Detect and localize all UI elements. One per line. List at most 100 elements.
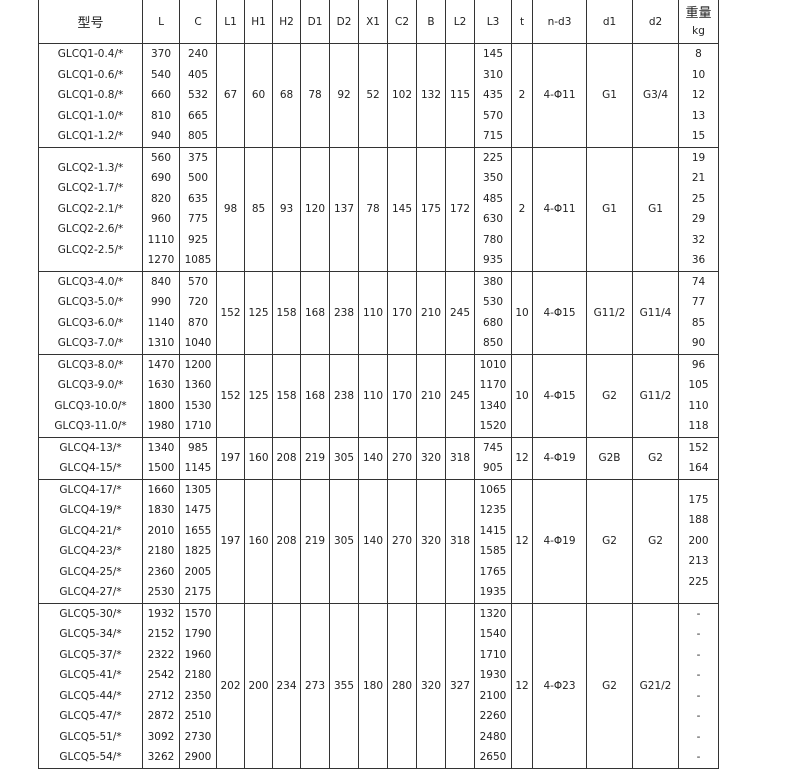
- model-name: GLCQ5-44/*: [59, 689, 122, 702]
- value-weight: -: [696, 607, 701, 620]
- cell-c2: 145: [387, 146, 417, 272]
- cell-stack: GLCQ4-17/* GLCQ4-19/* GLCQ4-21/* GLCQ4-23/*…: [40, 480, 142, 602]
- cell-t: 2: [511, 146, 533, 272]
- value-weight: -: [696, 689, 701, 702]
- value-l3: 310: [482, 68, 504, 81]
- cell-l2: 245: [445, 353, 475, 438]
- cell-l3: 380 530 680 850: [474, 270, 512, 355]
- model-name: GLCQ3-10.0/*: [54, 399, 127, 412]
- cell-h2: 158: [272, 353, 301, 438]
- value-weight: 8: [695, 48, 702, 60]
- model-name: GLCQ5-34/*: [59, 628, 122, 640]
- cell-stack: GLCQ5-30/* GLCQ5-34/* GLCQ5-37/* GLCQ5-41/*…: [40, 604, 142, 767]
- value-c: 805: [187, 130, 209, 142]
- value-l3: 380: [482, 275, 504, 288]
- cell-stack: 1065 1235 1415 1585 1765 1935: [476, 480, 511, 602]
- value-l: 2010: [147, 524, 175, 537]
- cell-stack: GLCQ1-0.4/* GLCQ1-0.6/* GLCQ1-0.8/* GLCQ1-1…: [40, 44, 142, 146]
- cell-l: 1470 1630 1800 1980: [142, 353, 180, 438]
- cell-stack: 745 905: [476, 438, 511, 478]
- cell-c2: 270: [387, 436, 417, 480]
- column-header: D2: [329, 0, 359, 44]
- value-l3: 570: [482, 109, 504, 122]
- value-weight: 74: [691, 275, 706, 288]
- model-group-row: GLCQ4-13/* GLCQ4-15/* 1340 1500 985 1145 197 16…: [38, 436, 719, 480]
- cell-t: 10: [511, 270, 533, 355]
- model-group-row: GLCQ3-8.0/* GLCQ3-9.0/* GLCQ3-10.0/* GLCQ3-…: [38, 353, 719, 438]
- value-l: 990: [150, 296, 172, 308]
- value-l3: 530: [482, 296, 504, 308]
- value-l3: 1010: [479, 358, 507, 371]
- model-name: GLCQ2-2.5/*: [57, 243, 124, 256]
- value-l3: 350: [482, 172, 504, 184]
- value-l: 2712: [147, 689, 175, 702]
- cell-stack: 1320 1540 1710 1930 2100 2260 2480 2650: [476, 604, 511, 767]
- cell-t: 12: [511, 602, 533, 769]
- value-l3: 145: [482, 48, 504, 60]
- value-l3: 1340: [479, 399, 507, 412]
- value-c: 2510: [184, 710, 212, 722]
- cell-l: 1340 1500: [142, 436, 180, 480]
- value-weight: 152: [688, 441, 709, 454]
- header-row: 型号 L C L1 H1 H2 D1 D2 X1 C2 B L2 L3 t n-d3 d1 d2 重量 kg: [38, 0, 719, 44]
- value-weight: 96: [691, 358, 706, 371]
- value-l3: 1320: [479, 607, 507, 620]
- specification-table: 型号 L C L1 H1 H2 D1 D2 X1 C2 B L2 L3 t n-d3 d1 d2 重量 kg GLC…: [38, 0, 719, 769]
- cell-stack: 225 350 485 630 780 935: [476, 148, 511, 270]
- cell-d2: G1: [632, 146, 679, 272]
- cell-stack: 380 530 680 850: [476, 272, 511, 353]
- cell-h2: 68: [272, 43, 301, 148]
- cell-c: 570 720 870 1040: [179, 270, 217, 355]
- value-l: 820: [150, 192, 172, 205]
- value-l: 690: [150, 172, 172, 184]
- cell-stack: 96 105 110 118: [680, 355, 718, 436]
- cell-nd3: 4-Φ15: [532, 270, 587, 355]
- cell-nd3: 4-Φ19: [532, 436, 587, 480]
- cell-nd3: 4-Φ15: [532, 353, 587, 438]
- model-name: GLCQ1-1.2/*: [57, 130, 124, 142]
- model-name: GLCQ2-1.3/*: [57, 161, 124, 174]
- table-body: GLCQ1-0.4/* GLCQ1-0.6/* GLCQ1-0.8/* GLCQ1-1…: [38, 43, 719, 769]
- cell-l1: 98: [216, 146, 245, 272]
- cell-l3: 745 905: [474, 436, 512, 480]
- value-l3: 780: [482, 233, 504, 246]
- cell-l2: 115: [445, 43, 475, 148]
- value-c: 1305: [184, 483, 212, 496]
- cell-h1: 160: [244, 478, 273, 604]
- value-l3: 1520: [479, 420, 507, 432]
- cell-d2: G3/4: [632, 43, 679, 148]
- value-weight: -: [696, 669, 701, 681]
- model-name: GLCQ3-7.0/*: [57, 337, 124, 349]
- value-weight: 19: [691, 151, 706, 164]
- cell-c2: 170: [387, 353, 417, 438]
- cell-stack: 152 164: [680, 438, 718, 478]
- column-header: d1: [586, 0, 633, 44]
- value-c: 635: [187, 192, 209, 205]
- cell-b: 210: [416, 353, 446, 438]
- value-l3: 1930: [479, 669, 507, 681]
- cell-b: 175: [416, 146, 446, 272]
- column-header: L1: [216, 0, 245, 44]
- model-name: GLCQ1-0.6/*: [57, 68, 124, 81]
- cell-d1: G11/2: [586, 270, 633, 355]
- cell-b: 320: [416, 436, 446, 480]
- cell-d2: G2: [632, 436, 679, 480]
- cell-x1: 140: [358, 436, 388, 480]
- cell-d1: G2: [586, 602, 633, 769]
- model-name: GLCQ5-41/*: [59, 669, 122, 681]
- value-c: 1960: [184, 648, 212, 661]
- cell-c: 1305 1475 1655 1825 2005 2175: [179, 478, 217, 604]
- cell-stack: 240 405 532 665 805: [181, 44, 216, 146]
- value-c: 240: [187, 48, 209, 60]
- cell-models: GLCQ1-0.4/* GLCQ1-0.6/* GLCQ1-0.8/* GLCQ1-1…: [38, 43, 143, 148]
- value-weight: 90: [691, 337, 706, 349]
- cell-d2: 305: [329, 436, 359, 480]
- cell-x1: 180: [358, 602, 388, 769]
- value-c: 1710: [184, 420, 212, 432]
- cell-l3: 145 310 435 570 715: [474, 43, 512, 148]
- column-header: n-d3: [532, 0, 587, 44]
- cell-stack: 1470 1630 1800 1980: [144, 355, 179, 436]
- cell-d2: 238: [329, 353, 359, 438]
- cell-h1: 60: [244, 43, 273, 148]
- value-l3: 1415: [479, 524, 507, 537]
